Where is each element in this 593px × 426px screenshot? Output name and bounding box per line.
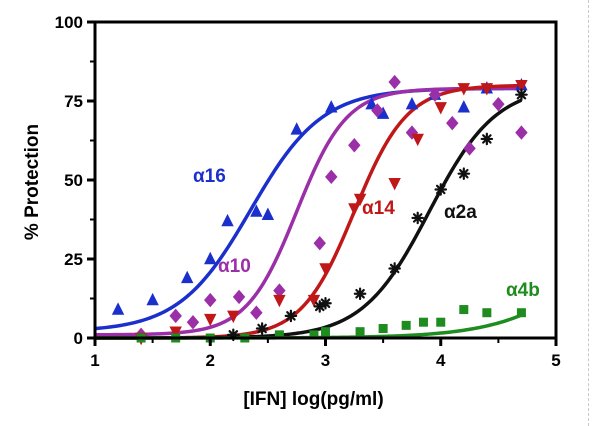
point-2a	[434, 183, 448, 196]
y-tick-label: 25	[64, 250, 83, 269]
series-label-10: α10	[218, 256, 251, 277]
point-4b	[516, 308, 526, 318]
x-tick-label: 4	[436, 351, 446, 370]
point-16	[181, 270, 194, 284]
point-10	[371, 103, 384, 118]
point-16	[111, 302, 125, 315]
point-14	[411, 133, 424, 147]
point-16	[376, 106, 390, 119]
curve-10	[94, 86, 522, 337]
y-axis-label: % Protection	[22, 124, 43, 240]
point-14	[353, 193, 367, 207]
point-14	[169, 326, 182, 339]
point-10	[186, 315, 200, 330]
point-10	[250, 305, 263, 320]
y-tick-label: 50	[64, 171, 83, 190]
point-16	[250, 204, 263, 217]
x-tick-label: 2	[206, 351, 215, 370]
point-16	[457, 100, 470, 113]
point-14	[307, 294, 321, 308]
point-10	[463, 141, 476, 156]
point-16	[146, 292, 159, 306]
point-10	[273, 283, 286, 298]
point-10	[325, 169, 338, 185]
point-10	[348, 138, 361, 153]
point-2a	[457, 167, 471, 180]
point-4b	[309, 330, 319, 340]
x-axis-label: [IFN] log(pg/ml)	[243, 389, 383, 410]
point-16	[261, 207, 275, 220]
point-4b	[459, 305, 469, 315]
point-2a	[515, 88, 528, 101]
point-10	[232, 289, 246, 305]
point-4b	[321, 327, 330, 337]
x-tick-label: 1	[90, 351, 99, 370]
point-16	[290, 122, 303, 135]
point-10	[446, 115, 459, 131]
page-edge-divider	[588, 0, 589, 426]
point-14	[434, 102, 447, 115]
point-16	[365, 96, 378, 110]
point-14	[273, 294, 286, 308]
point-16	[325, 100, 338, 113]
x-tick-label: 3	[321, 351, 330, 370]
point-10	[428, 87, 442, 102]
point-14	[227, 310, 240, 324]
point-14	[515, 80, 528, 93]
series-label-16: α16	[193, 166, 226, 187]
series-label-2a: α2a	[444, 202, 477, 223]
point-2a	[411, 211, 424, 225]
point-4b	[378, 324, 388, 334]
point-16	[221, 213, 234, 227]
point-14	[204, 313, 217, 327]
point-2a	[255, 322, 269, 335]
y-tick-label: 0	[74, 329, 83, 348]
point-4b	[418, 317, 428, 327]
point-2a	[353, 287, 367, 301]
point-4b	[401, 320, 411, 330]
point-4b	[482, 308, 492, 318]
point-14	[480, 83, 494, 96]
point-10	[492, 96, 505, 112]
point-14	[319, 263, 332, 276]
y-tick-label: 75	[64, 92, 83, 111]
point-16	[405, 96, 419, 110]
point-10	[204, 292, 217, 308]
point-4b	[355, 327, 365, 337]
point-10	[388, 74, 401, 90]
point-4b	[274, 330, 284, 340]
point-4b	[436, 317, 446, 327]
point-16	[204, 251, 217, 265]
point-14	[348, 203, 361, 216]
point-10	[169, 308, 182, 324]
point-10	[515, 125, 528, 140]
point-10	[313, 236, 326, 251]
point-14	[457, 83, 470, 96]
point-2a	[319, 296, 332, 310]
plot-frame	[93, 20, 558, 340]
point-2a	[284, 309, 298, 323]
series-label-4b: α4b	[506, 280, 540, 301]
point-14	[388, 177, 401, 191]
y-tick-label: 100	[55, 13, 83, 32]
series-label-14: α14	[362, 198, 395, 219]
point-2a	[388, 262, 401, 275]
x-tick-label: 5	[551, 351, 560, 370]
point-2a	[480, 132, 494, 146]
